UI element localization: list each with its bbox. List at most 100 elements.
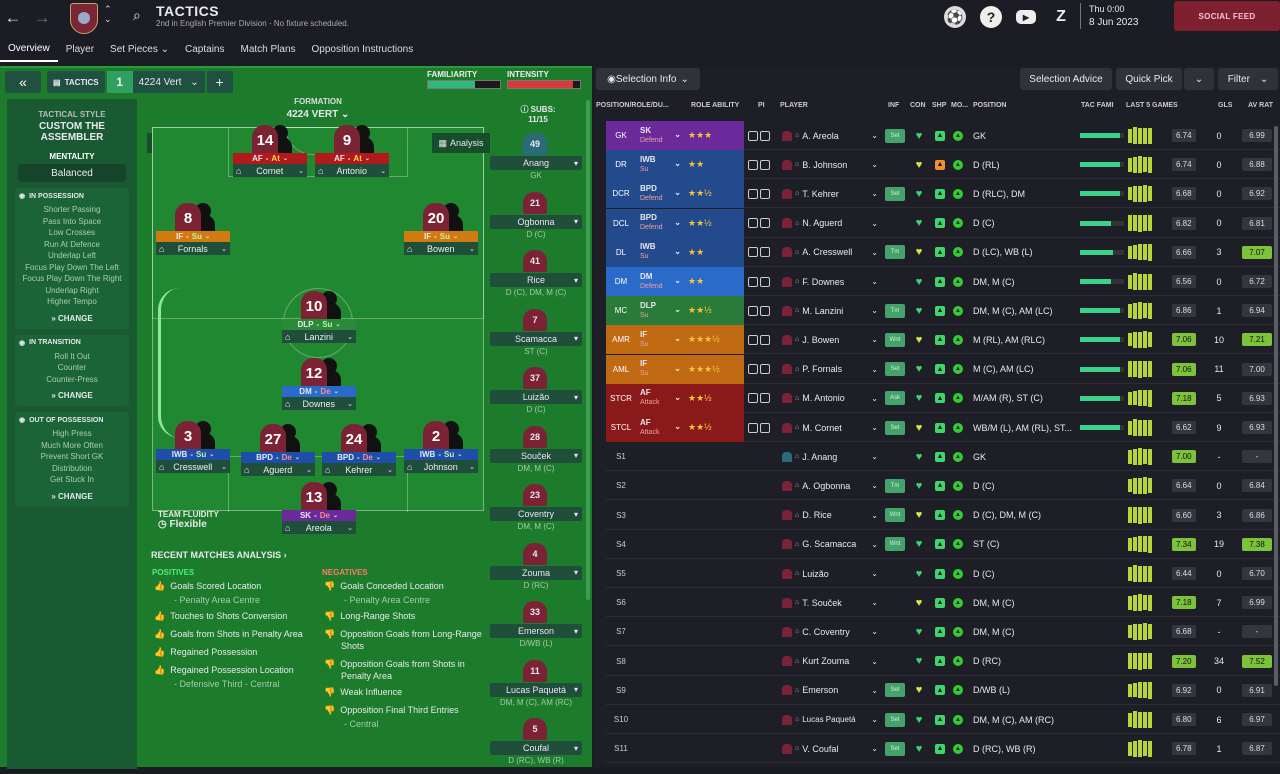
player-instructions[interactable] <box>748 150 776 179</box>
row-player[interactable]: ⌂ J. Anang ⌄ <box>782 442 878 471</box>
negative-item[interactable]: 👎 Weak Influence <box>324 687 403 697</box>
row-player[interactable]: ⌂ Emerson ⌄ <box>782 676 878 705</box>
squad-row[interactable]: STCL AF Attack ⌄ ★★½ ⌂ M. Cornet ⌄ Set ♥ ▲ ▲ WB/M (L… <box>606 413 1280 442</box>
team-fluidity[interactable]: TEAM FLUIDITY ◷ Flexible <box>158 510 219 530</box>
player-role[interactable]: AF - At ⌄ <box>315 153 389 164</box>
z-logo-icon[interactable]: Z <box>1056 8 1066 25</box>
col-tac-fami[interactable]: TAC FAMI <box>1081 102 1114 109</box>
player-name-select[interactable]: ⌂ Lanzini ⌄ <box>282 330 356 343</box>
row-role[interactable]: IF Su ⌄ <box>636 325 684 355</box>
player-role[interactable]: AF - At ⌄ <box>233 153 307 164</box>
row-position[interactable]: DCR <box>606 179 636 209</box>
row-player[interactable]: ⌂ F. Downes ⌄ <box>782 267 878 296</box>
row-role[interactable]: DM Defend ⌄ <box>636 267 684 296</box>
negative-item[interactable]: 👎 Long-Range Shots <box>324 611 416 621</box>
right-scrollbar[interactable] <box>1274 126 1278 686</box>
squad-row[interactable]: MC DLP Su ⌄ ★★½ ⌂ M. Lanzini ⌄ Tm ♥ ▲ ▲ DM, M (C), A… <box>606 296 1280 326</box>
player-name-select[interactable]: ⌂ Aguerd ⌄ <box>241 463 315 476</box>
player-name-select[interactable]: ⌂ Antonio ⌄ <box>315 164 389 177</box>
col-morale[interactable]: MO... <box>951 102 969 109</box>
player-name-select[interactable]: ⌂ Cornet ⌄ <box>233 164 307 177</box>
col-player[interactable]: PLAYER <box>780 102 808 109</box>
row-position[interactable]: DM <box>606 267 636 296</box>
club-switch-icon[interactable]: ⌃ ⌄ <box>104 4 112 24</box>
youtube-icon[interactable]: ▶ <box>1016 10 1036 24</box>
row-player[interactable]: ⌂ T. Souček ⌄ <box>782 588 878 617</box>
sub-name-select[interactable]: Souček <box>490 448 582 463</box>
squad-row[interactable]: DCL BPD Defend ⌄ ★★½ ⌂ N. Aguerd ⌄ ♥ ▲ ▲ D (C) 6.82 0… <box>606 208 1280 238</box>
filter-button[interactable]: Filter ⌄ <box>1218 68 1278 90</box>
col-shp[interactable]: SHP <box>932 102 947 109</box>
row-player[interactable]: ⌂ A. Ogbonna ⌄ <box>782 471 878 500</box>
row-player[interactable]: ⌂ Lucas Paquetá ⌄ <box>782 705 878 734</box>
row-position[interactable]: DL <box>606 237 636 267</box>
negative-item[interactable]: 👎 Opposition Final Third Entries <box>324 705 459 715</box>
intensity-bar[interactable] <box>507 80 581 89</box>
player-role[interactable]: IWB - Su ⌄ <box>156 449 230 460</box>
row-position[interactable]: S9 <box>616 685 626 695</box>
sub-name-select[interactable]: Lucas Paquetá <box>490 682 582 697</box>
sub-player[interactable]: 37LuizãoD (C) <box>490 367 582 423</box>
row-role[interactable] <box>636 442 684 471</box>
row-position[interactable]: S5 <box>616 569 626 578</box>
selection-info-button[interactable]: ◉ Selection Info ⌄ <box>596 68 700 90</box>
row-position[interactable]: DR <box>606 150 636 180</box>
sub-player[interactable]: 7ScamaccaST (C) <box>490 308 582 365</box>
familiarity-bar[interactable] <box>427 80 501 89</box>
sub-player[interactable]: 41RiceD (C), DM, M (C) <box>490 250 582 306</box>
col-position-role[interactable]: POSITION/ROLE/DU... <box>596 102 669 109</box>
player-instructions[interactable] <box>748 238 776 267</box>
sub-name-select[interactable]: Coventry <box>490 507 582 521</box>
sub-name-select[interactable]: Coufal <box>490 741 582 755</box>
squad-row[interactable]: S11 ⌂ V. Coufal ⌄ Set ♥ ▲ ▲ D (RC), WB (R) 6.78 1 6… <box>606 734 1280 764</box>
tactic-slot[interactable]: 1 <box>106 71 133 93</box>
row-role[interactable]: SK Defend ⌄ <box>636 121 684 150</box>
row-player[interactable]: ⌂ J. Bowen ⌄ <box>782 325 878 354</box>
row-player[interactable]: ⌂ M. Cornet ⌄ <box>782 413 878 442</box>
row-position[interactable]: S2 <box>616 481 626 491</box>
row-role[interactable] <box>636 559 684 588</box>
row-player[interactable]: ⌂ P. Fornals ⌄ <box>782 355 878 384</box>
help-icon[interactable]: ? <box>980 6 1002 28</box>
squad-row[interactable]: S2 ⌂ A. Ogbonna ⌄ Tm ♥ ▲ ▲ D (C) 6.64 0 6.84 <box>606 471 1280 501</box>
player-role[interactable]: SK - De ⌄ <box>282 510 356 521</box>
football-icon[interactable]: ⚽ <box>944 6 966 28</box>
sub-name-select[interactable]: Ogbonna <box>490 214 582 229</box>
sub-player[interactable]: 23CoventryDM, M (C) <box>490 484 582 540</box>
squad-row[interactable]: S9 ⌂ Emerson ⌄ Set ♥ ▲ ▲ D/WB (L) 6.92 0 6.91 <box>606 676 1280 705</box>
sub-player[interactable]: 21OgbonnaD (C) <box>490 191 582 248</box>
player-name-select[interactable]: ⌂ Bowen ⌄ <box>404 242 478 255</box>
quick-pick-dropdown[interactable]: ⌄ <box>1184 68 1214 90</box>
player-name-select[interactable]: ⌂ Cresswell ⌄ <box>156 460 230 473</box>
row-player[interactable]: ⌂ V. Coufal ⌄ <box>782 734 878 763</box>
sub-name-select[interactable]: Anang <box>490 156 582 170</box>
row-role[interactable] <box>636 530 684 559</box>
row-position[interactable]: S4 <box>616 539 626 549</box>
player-role[interactable]: DLP - Su ⌄ <box>282 319 356 330</box>
row-role[interactable]: BPD Defend ⌄ <box>636 179 684 209</box>
tactical-style-value[interactable]: CUSTOM THE ASSEMBLER <box>39 121 105 143</box>
positive-item[interactable]: 👍 Goals from Shots in Penalty Area <box>154 629 303 639</box>
row-position[interactable]: DCL <box>606 208 636 238</box>
row-player[interactable]: ⌂ T. Kehrer ⌄ <box>782 179 878 208</box>
col-last5[interactable]: LAST 5 GAMES <box>1126 102 1178 109</box>
negative-item[interactable]: 👎 Opposition Goals from Long-Range Shots <box>324 629 482 651</box>
tab-player[interactable]: Player <box>65 43 95 55</box>
left-scrollbar[interactable] <box>586 100 590 600</box>
squad-row[interactable]: S5 ⌂ Luizão ⌄ ♥ ▲ ▲ D (C) 6.44 0 6.70 <box>606 559 1280 588</box>
sub-player[interactable]: 49AnangGK <box>490 133 582 189</box>
back-arrow-icon[interactable]: ← <box>4 8 22 27</box>
col-inf[interactable]: INF <box>888 102 900 109</box>
row-role[interactable] <box>636 501 684 530</box>
row-player[interactable]: ⌂ D. Rice ⌄ <box>782 501 878 530</box>
player-instructions[interactable] <box>748 355 776 384</box>
player-role[interactable]: IWB - Su ⌄ <box>404 449 478 460</box>
row-position[interactable]: AML <box>606 354 636 384</box>
col-role-ability[interactable]: ROLE ABILITY <box>691 102 740 109</box>
tab-opposition-instructions[interactable]: Opposition Instructions <box>311 43 414 55</box>
sub-player[interactable]: 33EmersonD/WB (L) <box>490 601 582 657</box>
change-transition-button[interactable]: » CHANGE <box>51 391 93 400</box>
row-role[interactable] <box>636 471 684 500</box>
squad-row[interactable]: S3 ⌂ D. Rice ⌄ Wnt ♥ ▲ ▲ D (C), DM, M (C) 6.60 3 6.… <box>606 501 1280 530</box>
player-role[interactable]: IF - Su ⌄ <box>404 231 478 242</box>
